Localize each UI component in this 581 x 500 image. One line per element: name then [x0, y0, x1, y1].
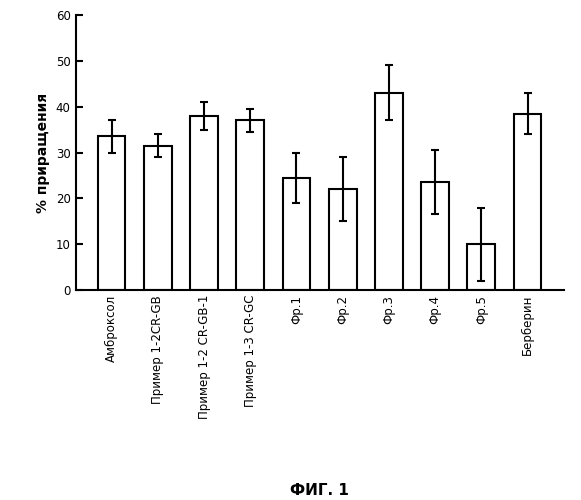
Bar: [375, 93, 403, 290]
Bar: [514, 114, 541, 290]
Bar: [98, 136, 125, 290]
Bar: [329, 189, 357, 290]
Text: ФИГ. 1: ФИГ. 1: [290, 483, 349, 498]
Bar: [144, 146, 171, 290]
Bar: [236, 120, 264, 290]
Bar: [421, 182, 449, 290]
Bar: [282, 178, 310, 290]
Y-axis label: % приращения: % приращения: [36, 92, 50, 212]
Bar: [468, 244, 495, 290]
Bar: [190, 116, 218, 290]
